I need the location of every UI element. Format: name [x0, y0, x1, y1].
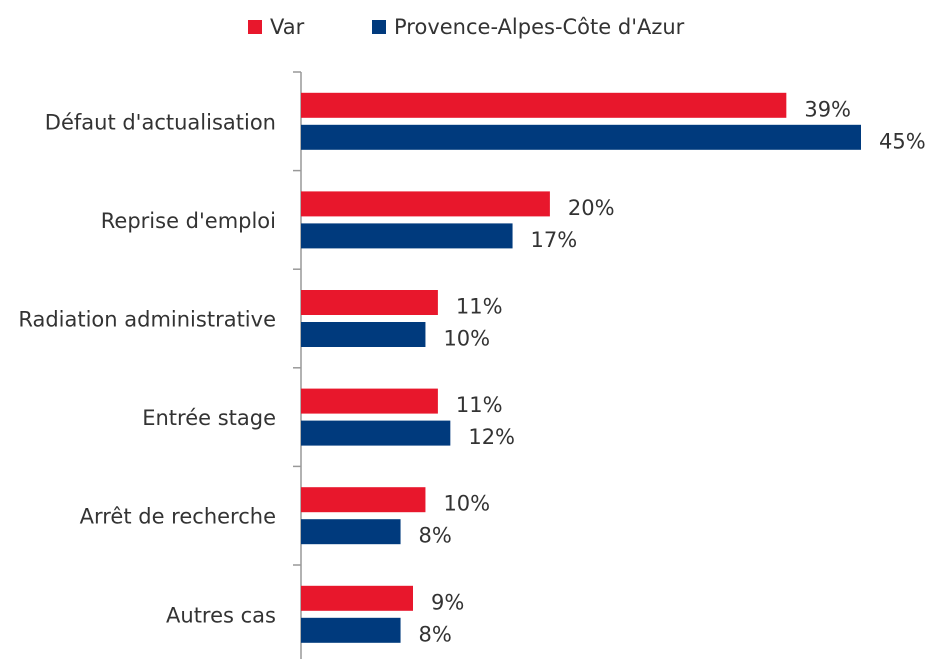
data-label: 12%	[468, 425, 515, 449]
data-label: 39%	[804, 97, 851, 121]
bar	[301, 124, 861, 150]
category-label: Entrée stage	[142, 406, 276, 430]
category-label: Reprise d'emploi	[101, 209, 276, 233]
bar	[301, 487, 426, 513]
bar	[301, 585, 413, 611]
data-label: 45%	[879, 129, 926, 153]
bar	[301, 290, 438, 315]
bar	[301, 420, 451, 446]
bar	[301, 388, 438, 414]
category-label: Radiation administrative	[18, 308, 276, 332]
bar	[301, 223, 513, 249]
bar	[301, 617, 401, 643]
bar	[301, 191, 550, 217]
data-label: 17%	[531, 228, 578, 252]
bar	[301, 322, 426, 347]
legend-swatch	[372, 20, 386, 34]
category-label: Arrêt de recherche	[80, 505, 276, 529]
category-label: Autres cas	[166, 603, 276, 627]
bar	[301, 519, 401, 545]
data-label: 11%	[456, 295, 503, 319]
legend-label: Provence-Alpes-Côte d'Azur	[394, 15, 685, 39]
data-label: 8%	[419, 622, 452, 646]
data-label: 11%	[456, 393, 503, 417]
category-label: Défaut d'actualisation	[45, 110, 276, 134]
data-label: 9%	[431, 590, 464, 614]
bar	[301, 92, 787, 118]
data-label: 20%	[568, 196, 615, 220]
data-label: 8%	[419, 524, 452, 548]
legend-label: Var	[270, 15, 305, 39]
legend-swatch	[248, 20, 262, 34]
data-label: 10%	[443, 492, 490, 516]
data-label: 10%	[443, 327, 490, 351]
